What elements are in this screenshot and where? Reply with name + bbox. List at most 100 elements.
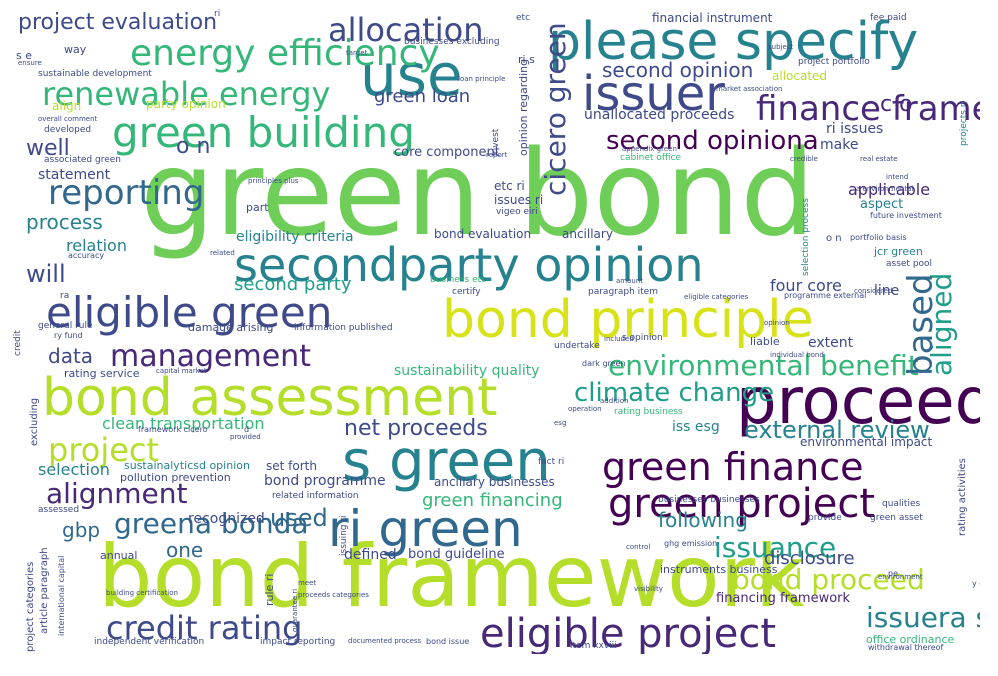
word-selection-process: selection process bbox=[801, 198, 811, 276]
word-framework-cicero: framework cicero bbox=[138, 425, 208, 434]
word-addition: addition bbox=[600, 397, 629, 405]
word-dark-green: dark green bbox=[582, 359, 626, 368]
word-businesses-excluding: businesses excluding bbox=[404, 37, 500, 47]
word-bond-framework: bond framework bbox=[98, 527, 805, 627]
word-finance-framework: environmental benefit bbox=[608, 349, 919, 382]
word-applicable: applicable bbox=[848, 180, 931, 199]
word-real-estate: real estate bbox=[860, 155, 898, 163]
word-developed: developed bbox=[44, 125, 92, 135]
word-guarantee-ri: guarantee ri bbox=[291, 588, 299, 632]
word-sustainable-development: sustainable development bbox=[38, 69, 152, 79]
word-intend: intend bbox=[886, 173, 909, 181]
word-issuance: bond proceed bbox=[732, 563, 925, 596]
word-net-proceeds: will bbox=[26, 260, 66, 288]
word-issues-ri: issues ri bbox=[494, 193, 544, 207]
word-cloud: green bond bond framework please specify… bbox=[8, 6, 980, 654]
word-project-evaluation: project evaluation bbox=[18, 10, 218, 35]
word-eligible-green: eligible green bbox=[46, 288, 333, 337]
word-disclosure: disclosure bbox=[764, 548, 855, 569]
word-documented-process: documented process bbox=[348, 637, 422, 645]
word-will: reporting bbox=[48, 173, 205, 213]
word-aspect: aspect bbox=[860, 197, 904, 212]
word-issuing-ri: issuing ri bbox=[339, 515, 349, 556]
word-liable: liable bbox=[750, 335, 780, 348]
word-excluding: excluding bbox=[29, 397, 40, 446]
word-portfolio-basis: portfolio basis bbox=[850, 233, 907, 242]
word-businesses-businesses: businesses businesses bbox=[658, 495, 760, 505]
word-one: one bbox=[166, 538, 204, 562]
word-ancillary: ancillary bbox=[562, 227, 613, 241]
word-undertake: undertake bbox=[554, 341, 600, 351]
word-opinion: opinion bbox=[764, 319, 790, 327]
word-independent-verification: independent verification bbox=[94, 637, 205, 647]
word-provided: provided bbox=[230, 433, 261, 441]
word-ri: ri bbox=[214, 9, 221, 19]
word-bond-assessment: bond assessment bbox=[42, 368, 498, 428]
word-alignment: project bbox=[48, 431, 160, 469]
word-pollution-prevention: pollution prevention bbox=[120, 471, 231, 484]
word-green-loan: green loan bbox=[374, 86, 471, 107]
word-rating-business: rating business bbox=[614, 407, 683, 417]
word-proceeds-categories: proceeds categories bbox=[298, 591, 369, 599]
word-ri-issues: ri issues bbox=[826, 121, 884, 137]
word-sustainability-quality: sustainability quality bbox=[394, 363, 540, 379]
word-make: make bbox=[820, 137, 859, 153]
word-international-capital: international capital bbox=[57, 555, 66, 636]
word-allocation: energy efficiency bbox=[130, 33, 440, 74]
word-ra: ra bbox=[60, 291, 70, 301]
word-use: use bbox=[360, 41, 463, 109]
word-related: related bbox=[210, 249, 235, 257]
word-well: well bbox=[26, 136, 70, 161]
word-general-rule: general rule bbox=[38, 321, 93, 331]
word-financing-framework: financing framework bbox=[716, 591, 851, 606]
word-information-published: information published bbox=[294, 323, 393, 333]
word-aligned: issuera s bbox=[866, 601, 980, 634]
word-fee-paid: fee paid bbox=[870, 13, 907, 23]
word-bond-evaluation: bond evaluation bbox=[434, 227, 532, 241]
word-greena-bonda: external review bbox=[744, 416, 930, 444]
word-bond-issue: bond issue bbox=[426, 637, 470, 646]
word-esg: esg bbox=[554, 419, 567, 427]
word-extent: extent bbox=[808, 335, 854, 351]
word-set-forth: set forth bbox=[266, 459, 317, 473]
word-party-opinion: party opinion bbox=[146, 97, 226, 111]
word-market-association: market association bbox=[716, 85, 783, 93]
word-following: following bbox=[658, 508, 748, 532]
word-green-building: green building bbox=[112, 108, 415, 157]
word-assessed: assessed bbox=[38, 505, 80, 515]
word-proceed: proceed bbox=[736, 365, 980, 439]
word-control: control bbox=[626, 543, 651, 551]
word-projects-ri: projects ri bbox=[959, 101, 969, 146]
word-bond-proceed: alignment bbox=[46, 477, 188, 510]
word-eligibility-criteria: eligibility criteria bbox=[236, 229, 354, 245]
word-o-n: o n bbox=[176, 134, 211, 159]
word-instruments-business: instruments business bbox=[660, 563, 778, 576]
word-article-paragraph: article paragraph bbox=[39, 547, 50, 634]
word-green-bond: green bond bbox=[140, 124, 816, 262]
word-annual: annual bbox=[100, 549, 138, 562]
word-vigeo-eiri: vigeo eiri bbox=[496, 207, 538, 217]
word-clean-transportation: clean transportation bbox=[102, 414, 265, 433]
word-secondparty-opinion: secondparty opinion bbox=[234, 238, 704, 292]
word-issuera-s: greena bonda bbox=[114, 507, 309, 540]
word-ghg-emission: ghg emission bbox=[664, 539, 718, 548]
word-financial-instrument: financial instrument bbox=[652, 11, 773, 25]
word-considered: considered bbox=[854, 287, 893, 295]
word-part: part bbox=[246, 201, 269, 214]
word-programme-external: programme external bbox=[784, 291, 867, 300]
word-loan-principle: loan principle bbox=[458, 75, 506, 83]
word-subject: subject bbox=[768, 43, 794, 51]
word-please-specify: please specify bbox=[548, 12, 919, 72]
word-s-green: s green bbox=[342, 429, 551, 494]
word-selection: selection bbox=[38, 460, 110, 479]
word-bond-guideline: bond guideline bbox=[408, 547, 505, 562]
word-environment: environment bbox=[878, 573, 923, 581]
word-rule-ri: rule ri bbox=[263, 573, 276, 606]
word-second-opinion: second opinion bbox=[602, 58, 754, 82]
word-related-information: related information bbox=[272, 491, 359, 501]
word-project-categories: project categories bbox=[25, 561, 36, 652]
word-rating-activities: rating activities bbox=[957, 458, 968, 536]
word-climate-change: second opiniona bbox=[606, 126, 819, 156]
word-unallocated-proceeds: unallocated proceeds bbox=[584, 107, 735, 123]
word-ancillary-businesses: ancillary businesses bbox=[434, 475, 555, 489]
